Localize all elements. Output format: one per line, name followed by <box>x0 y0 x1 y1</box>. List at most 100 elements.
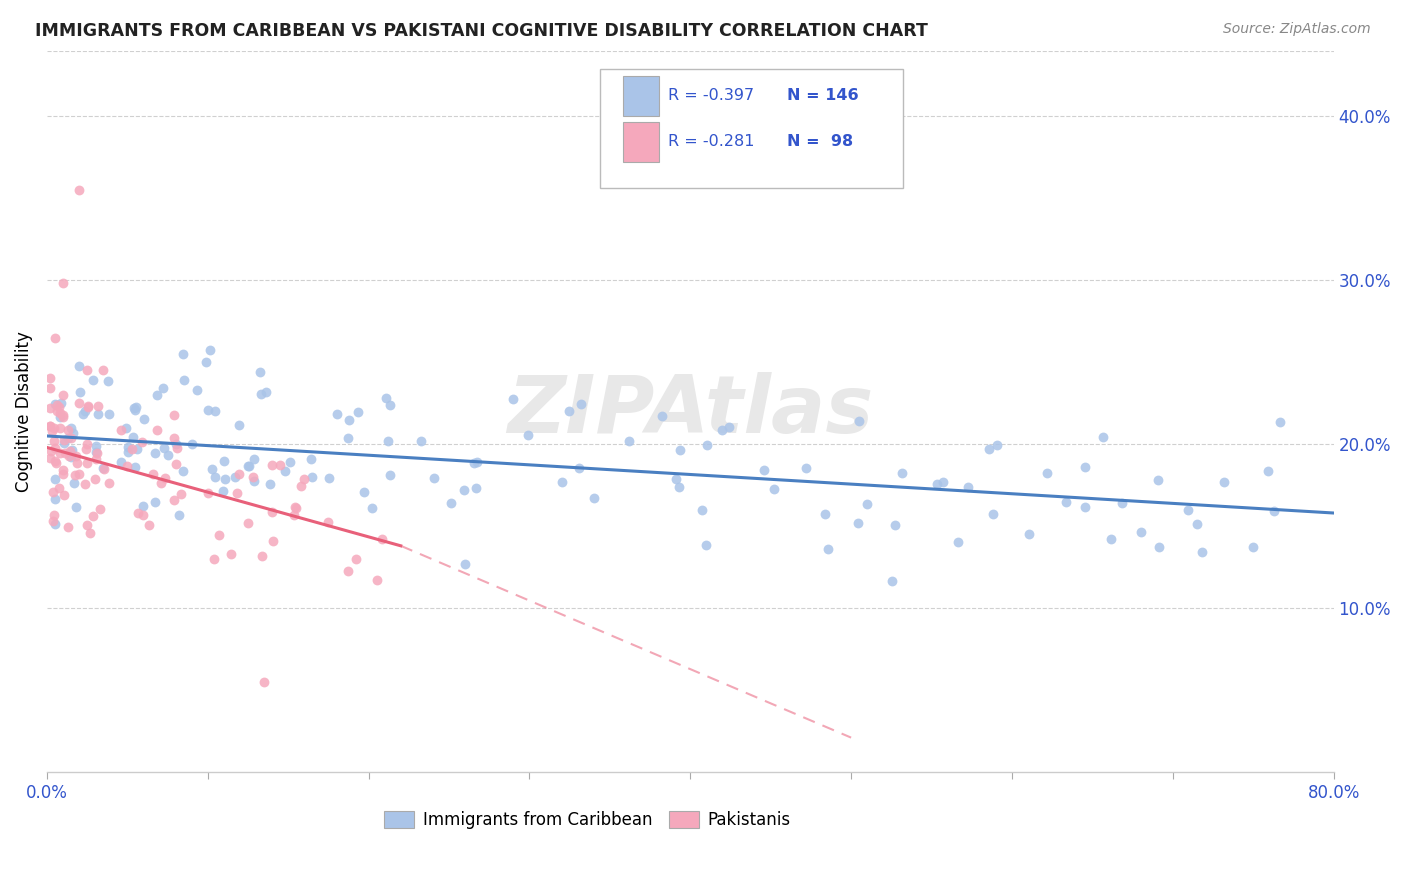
Point <box>1074 459 1097 474</box>
Point <box>143 494 166 508</box>
Point <box>339 412 361 426</box>
Point <box>856 497 879 511</box>
Point <box>77 400 100 414</box>
Point <box>278 455 301 469</box>
Point <box>226 486 249 500</box>
Point <box>49 410 72 425</box>
Point <box>65 450 87 464</box>
Point <box>110 455 132 469</box>
Point <box>1147 541 1170 555</box>
Point <box>262 533 284 548</box>
Point <box>131 435 153 450</box>
Point <box>51 396 73 410</box>
Point <box>371 532 394 546</box>
Point <box>42 421 65 435</box>
Point <box>39 418 62 433</box>
Point <box>1092 430 1115 444</box>
Point <box>44 442 66 456</box>
Point <box>69 385 91 400</box>
Point <box>45 398 67 412</box>
Point <box>115 421 138 435</box>
Point <box>301 470 323 484</box>
Point <box>1212 475 1234 490</box>
Point <box>72 408 94 422</box>
Point <box>380 398 402 412</box>
Point <box>42 508 65 522</box>
Point <box>56 431 79 445</box>
Point <box>1241 540 1264 554</box>
Point <box>66 456 89 470</box>
Point <box>86 407 108 421</box>
Point <box>204 404 226 418</box>
Point <box>173 373 195 387</box>
Point <box>814 508 837 522</box>
Point <box>53 433 76 447</box>
Point <box>690 502 713 516</box>
Point <box>465 455 488 469</box>
Point <box>163 408 186 422</box>
Point <box>249 387 271 401</box>
Point <box>1111 496 1133 510</box>
Point <box>86 399 108 413</box>
Point <box>67 359 90 373</box>
Point <box>44 330 66 344</box>
Point <box>956 480 979 494</box>
Point <box>39 370 62 384</box>
Point <box>1257 464 1279 478</box>
Point <box>45 456 67 470</box>
Point <box>269 458 291 472</box>
Point <box>224 469 246 483</box>
Point <box>242 469 264 483</box>
Point <box>502 392 524 407</box>
Point <box>228 467 250 481</box>
Point <box>353 484 375 499</box>
Point <box>214 472 236 486</box>
Point <box>250 549 273 563</box>
Point <box>884 518 907 533</box>
Point <box>1018 527 1040 541</box>
Point <box>986 438 1008 452</box>
Point <box>58 450 80 464</box>
Point <box>165 457 187 471</box>
Point <box>557 404 579 418</box>
Point <box>132 499 155 513</box>
Point <box>39 381 62 395</box>
Point <box>79 525 101 540</box>
Point <box>186 383 208 397</box>
Point <box>49 421 72 435</box>
Point <box>165 436 187 450</box>
Point <box>166 441 188 455</box>
Point <box>284 500 307 515</box>
Point <box>380 467 402 482</box>
Point <box>254 385 277 400</box>
Point <box>181 437 204 451</box>
Point <box>238 516 260 530</box>
Point <box>377 434 399 449</box>
Point <box>718 419 741 434</box>
Point <box>41 485 63 500</box>
Point <box>1074 500 1097 514</box>
Point <box>238 458 260 473</box>
Point <box>84 439 107 453</box>
Point <box>60 431 83 445</box>
Point <box>172 464 194 478</box>
Point <box>52 467 75 481</box>
Point <box>49 446 72 460</box>
Text: ZIPAtlas: ZIPAtlas <box>508 372 873 450</box>
Point <box>366 573 388 587</box>
Point <box>153 471 176 485</box>
Point <box>145 388 167 402</box>
Point <box>212 454 235 468</box>
Point <box>169 486 191 500</box>
Point <box>124 403 146 417</box>
Point <box>44 397 66 411</box>
Point <box>582 491 605 506</box>
Point <box>337 431 360 445</box>
Point <box>60 442 83 457</box>
Point <box>142 467 165 482</box>
Point <box>336 564 359 578</box>
Point <box>44 492 66 507</box>
Point <box>569 397 592 411</box>
Point <box>1146 473 1168 487</box>
Point <box>197 403 219 417</box>
